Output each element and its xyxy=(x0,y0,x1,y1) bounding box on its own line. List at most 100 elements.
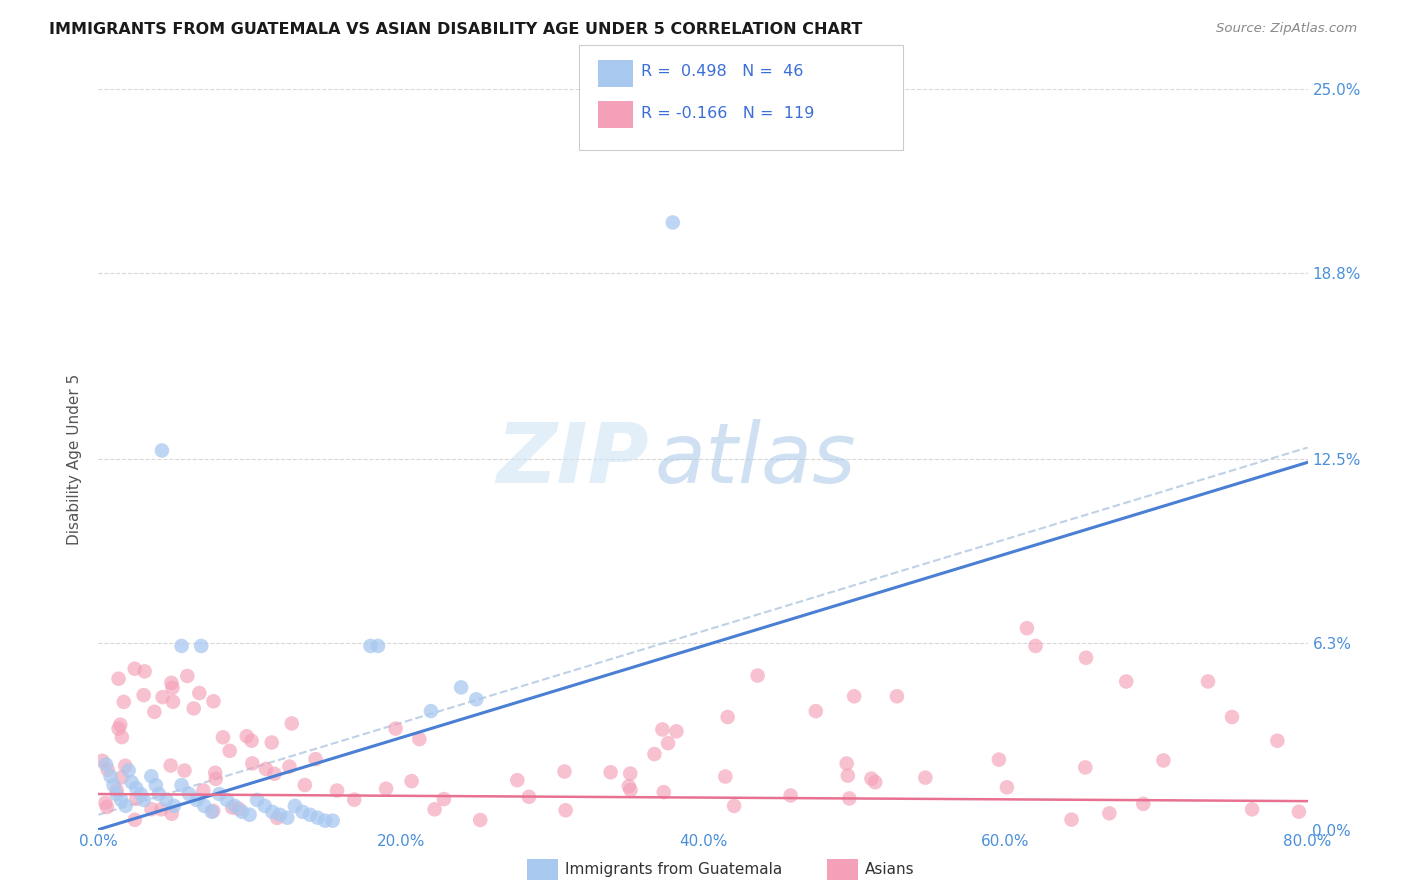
Point xyxy=(278,759,301,773)
Point xyxy=(375,781,398,796)
Point xyxy=(665,724,688,739)
Point xyxy=(132,688,155,702)
Point xyxy=(103,778,125,792)
Point xyxy=(239,807,262,822)
Point xyxy=(284,798,307,813)
Point xyxy=(360,639,382,653)
Point xyxy=(124,813,146,827)
Point xyxy=(838,791,860,805)
Point xyxy=(723,798,745,813)
Point xyxy=(1074,760,1097,774)
Point xyxy=(202,694,225,708)
Point xyxy=(170,778,193,792)
Point xyxy=(204,772,226,786)
Text: R =  0.498   N =  46: R = 0.498 N = 46 xyxy=(641,64,803,78)
Point xyxy=(160,676,183,690)
Point xyxy=(231,805,253,819)
Point xyxy=(517,789,540,804)
Point xyxy=(987,753,1010,767)
Text: Source: ZipAtlas.com: Source: ZipAtlas.com xyxy=(1216,22,1357,36)
Point xyxy=(94,757,117,772)
Point xyxy=(100,769,122,783)
Point xyxy=(367,639,389,653)
Point xyxy=(110,793,132,807)
Point xyxy=(186,793,208,807)
Text: ZIP: ZIP xyxy=(496,419,648,500)
Point xyxy=(160,806,183,821)
Point xyxy=(1152,754,1174,768)
Point xyxy=(1267,733,1289,747)
Point xyxy=(124,662,146,676)
Point xyxy=(176,669,198,683)
Point xyxy=(804,704,827,718)
Point xyxy=(617,779,640,793)
Point xyxy=(450,681,472,695)
Point xyxy=(118,764,141,778)
Point xyxy=(240,733,263,747)
Point xyxy=(506,773,529,788)
Point xyxy=(141,802,163,816)
Point xyxy=(307,811,329,825)
Point xyxy=(148,787,170,801)
Point xyxy=(143,705,166,719)
Point xyxy=(228,802,250,816)
Point xyxy=(304,752,326,766)
Point xyxy=(212,731,235,745)
Point xyxy=(1074,650,1097,665)
Point xyxy=(221,800,243,814)
Point xyxy=(246,793,269,807)
Point xyxy=(132,793,155,807)
Point xyxy=(1115,674,1137,689)
Point xyxy=(183,701,205,715)
Point xyxy=(294,778,316,792)
Point xyxy=(110,717,132,731)
Point xyxy=(96,800,118,814)
Point xyxy=(844,690,866,704)
Point xyxy=(343,792,366,806)
Point xyxy=(240,756,263,771)
Point xyxy=(1024,639,1046,653)
Point xyxy=(599,765,621,780)
Point xyxy=(423,802,446,816)
Point xyxy=(141,769,163,783)
Point xyxy=(714,770,737,784)
Point xyxy=(1060,813,1083,827)
Y-axis label: Disability Age Under 5: Disability Age Under 5 xyxy=(67,374,83,545)
Point xyxy=(651,723,673,737)
Point xyxy=(1015,621,1038,635)
Point xyxy=(886,690,908,704)
Text: Asians: Asians xyxy=(865,863,914,877)
Point xyxy=(408,732,430,747)
Point xyxy=(260,735,283,749)
Point xyxy=(134,665,156,679)
Point xyxy=(114,758,136,772)
Text: Immigrants from Guatemala: Immigrants from Guatemala xyxy=(565,863,783,877)
Point xyxy=(179,787,201,801)
Point xyxy=(401,774,423,789)
Point xyxy=(254,762,277,776)
Point xyxy=(280,716,302,731)
Point xyxy=(995,780,1018,795)
Point xyxy=(125,781,148,796)
Point xyxy=(465,692,488,706)
Point xyxy=(94,796,117,810)
Point xyxy=(208,787,231,801)
Point xyxy=(657,736,679,750)
Point xyxy=(218,744,240,758)
Point xyxy=(837,769,859,783)
Point xyxy=(470,813,492,827)
Point xyxy=(652,785,675,799)
Text: atlas: atlas xyxy=(655,419,856,500)
Point xyxy=(619,783,641,797)
Point xyxy=(105,787,128,801)
Point xyxy=(384,722,406,736)
Point xyxy=(111,771,134,785)
Point xyxy=(262,805,284,819)
Point xyxy=(190,639,212,653)
Point xyxy=(914,771,936,785)
Point xyxy=(125,792,148,806)
Point xyxy=(717,710,740,724)
Point xyxy=(1197,674,1219,689)
Point xyxy=(159,758,181,772)
Point xyxy=(1220,710,1243,724)
